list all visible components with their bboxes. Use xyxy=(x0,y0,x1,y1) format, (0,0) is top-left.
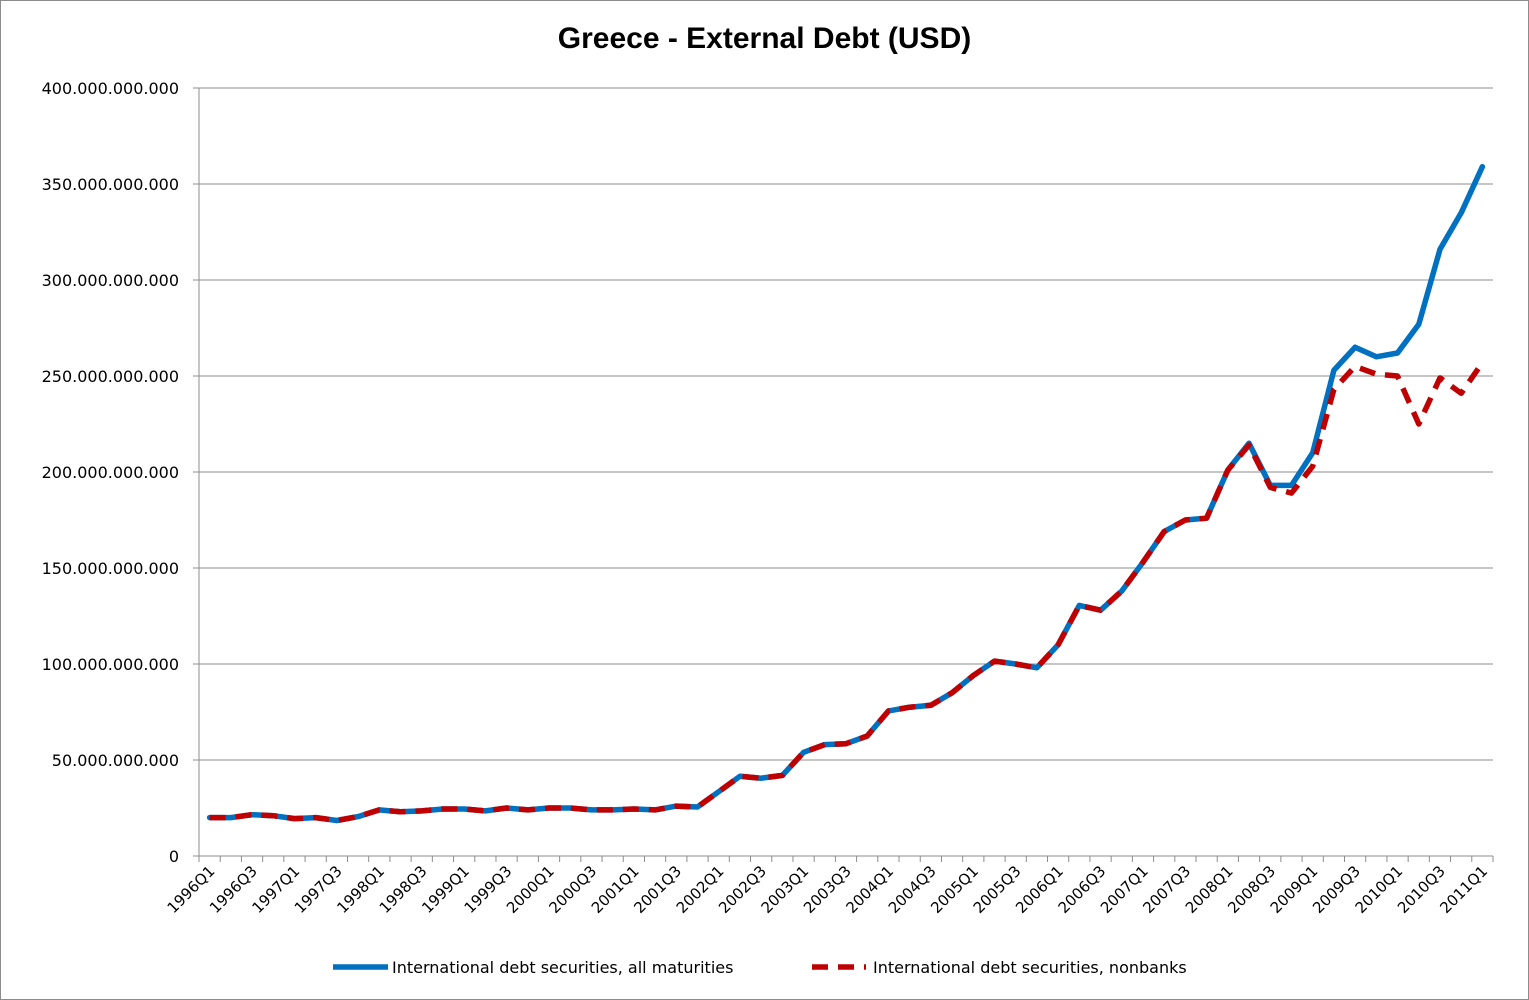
x-tick-label: 2011Q1 xyxy=(1436,862,1491,917)
y-tick-label: 300.000.000.000 xyxy=(42,271,179,290)
y-tick-label: 250.000.000.000 xyxy=(42,367,179,386)
x-axis: 1996Q11996Q31997Q11997Q31998Q11998Q31999… xyxy=(164,88,1494,917)
y-tick-label: 350.000.000.000 xyxy=(42,175,179,194)
y-tick-label: 150.000.000.000 xyxy=(42,559,179,578)
chart-title: Greece - External Debt (USD) xyxy=(557,22,972,55)
legend: International debt securities, all matur… xyxy=(333,958,1187,977)
legend-label-1: International debt securities, all matur… xyxy=(392,958,733,977)
gridlines xyxy=(193,87,1493,857)
y-tick-label: 200.000.000.000 xyxy=(42,463,179,482)
series-lines xyxy=(206,163,1486,824)
y-tick-label: 0 xyxy=(169,847,179,866)
y-tick-label: 100.000.000.000 xyxy=(42,655,179,674)
y-axis-tick-labels: 0 50.000.000.000 100.000.000.000 150.000.00… xyxy=(42,79,179,866)
y-tick-label: 50.000.000.000 xyxy=(52,751,179,770)
series-line-2 xyxy=(209,361,1485,824)
legend-label-2: International debt securities, nonbanks xyxy=(873,958,1187,977)
y-tick-label: 400.000.000.000 xyxy=(42,79,179,98)
